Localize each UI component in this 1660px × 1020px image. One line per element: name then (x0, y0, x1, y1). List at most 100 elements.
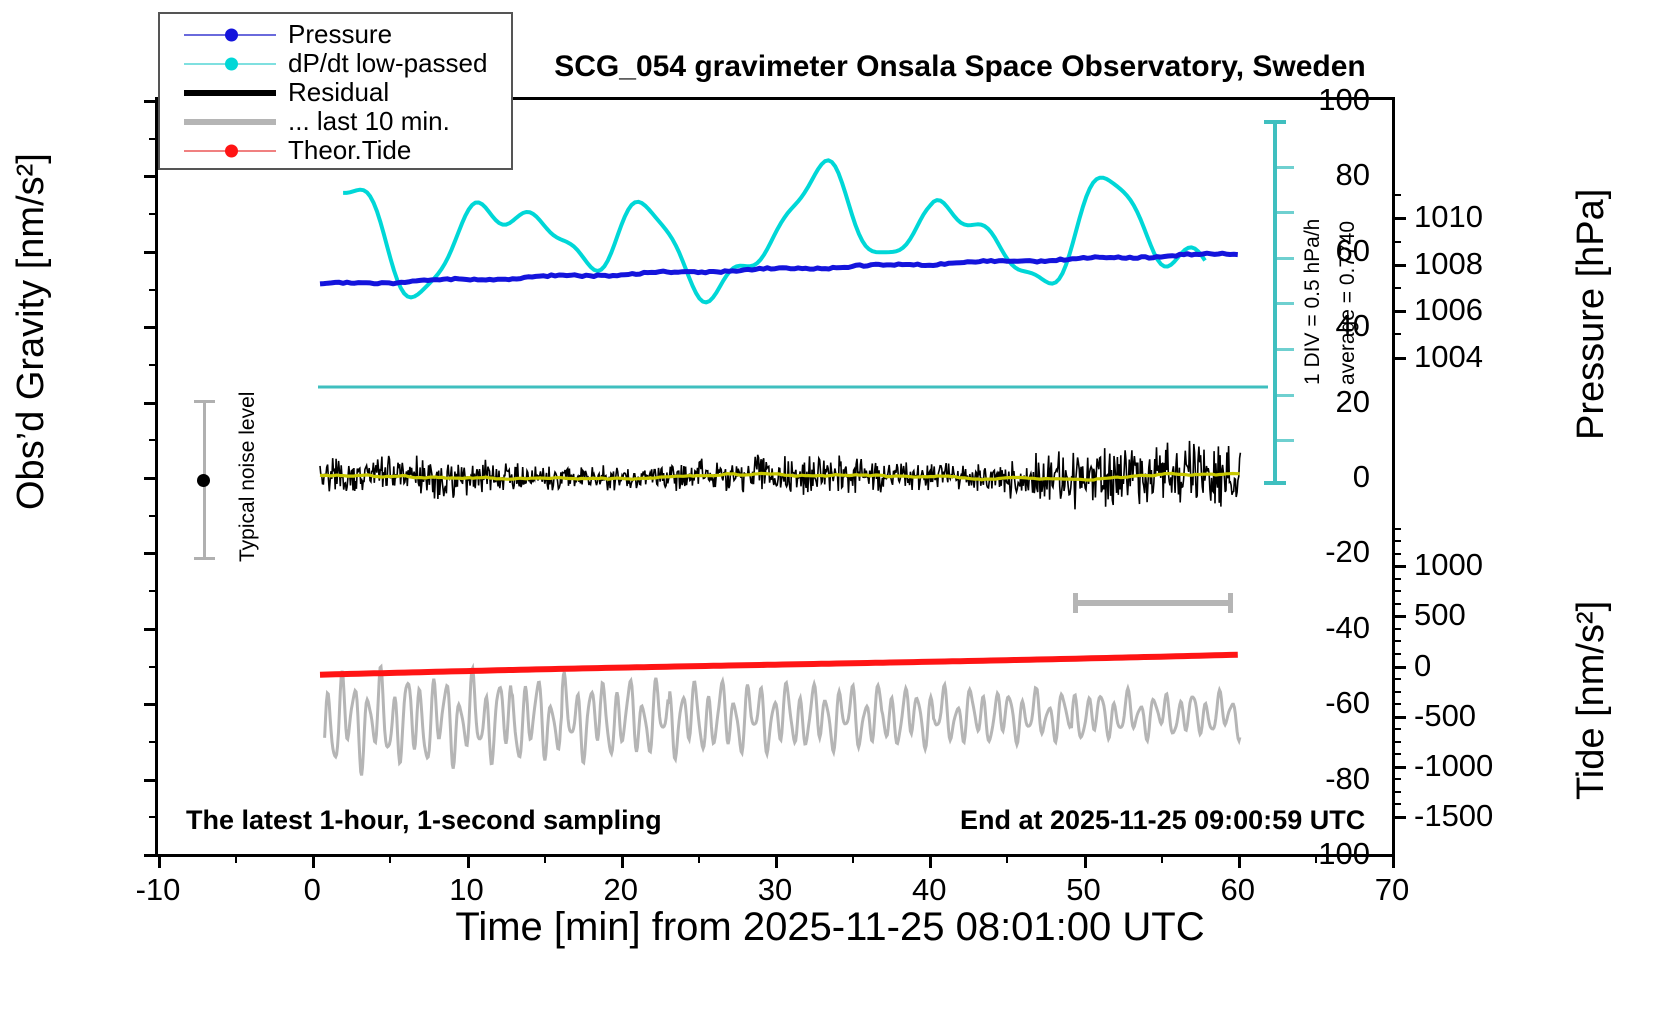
y-tick-label-left: -100 (1307, 836, 1370, 871)
y-tick-left-minor (149, 514, 158, 517)
y-tick-left (144, 401, 158, 405)
y-tick-pressure-minor (1392, 333, 1401, 336)
legend-label-pressure: Pressure (288, 19, 393, 49)
y-tick-tide (1392, 815, 1406, 819)
pressure-scale-tick (1277, 256, 1294, 260)
y-tick-left-minor (149, 816, 158, 819)
legend-swatch-pressure (184, 25, 276, 45)
y-tick-tide-minor (1392, 652, 1401, 655)
noise-cap-top (194, 400, 215, 403)
legend-item-last10[interactable]: ... last 10 min. (160, 106, 511, 136)
y-tick-left-minor (149, 288, 158, 291)
x-axis-label: Time [min] from 2025-11-25 08:01:00 UTC (455, 905, 1205, 949)
y-tick-left-minor (149, 213, 158, 216)
x-tick-label: -10 (135, 872, 181, 907)
y-tick-label-pressure: 1004 (1414, 338, 1483, 374)
x-tick-minor (389, 854, 392, 863)
series-pressure (319, 250, 1238, 287)
y-tick-tide-minor (1392, 778, 1401, 781)
y-tick-label-tide: 1000 (1414, 547, 1483, 583)
y-axis-label-tide: Tide [nm/s²] (1570, 600, 1612, 800)
y-tick-label-left: 0 (1352, 459, 1370, 494)
x-tick-minor (235, 854, 238, 863)
x-tick-minor (1314, 854, 1317, 863)
y-tick-tide-minor (1392, 678, 1401, 681)
y-tick-tide (1392, 715, 1406, 719)
y-tick-tide (1392, 765, 1406, 769)
y-tick-label-pressure: 1010 (1414, 199, 1483, 235)
y-tick-label-tide: -1500 (1414, 797, 1494, 833)
last-10-min-cap-right (1228, 593, 1233, 613)
y-tick-label-left: 20 (1335, 383, 1370, 419)
x-tick (466, 854, 470, 868)
y-tick-pressure-minor (1392, 194, 1401, 197)
y-tick-tide-minor (1392, 703, 1401, 706)
y-tick-left (144, 250, 158, 254)
y-tick-left (144, 100, 158, 103)
last-10-min-cap-left (1073, 593, 1078, 613)
y-tick-label-left: 40 (1335, 308, 1370, 344)
noise-center-dot (197, 474, 210, 487)
series-residual (319, 440, 1242, 510)
legend-item-tide[interactable]: Theor.Tide (160, 135, 511, 165)
y-tick-left (144, 326, 158, 330)
x-tick (312, 854, 316, 868)
y-tick-tide-minor (1392, 602, 1401, 605)
legend-swatch-tide (184, 141, 276, 161)
y-tick-left (144, 552, 158, 556)
y-tick-label-left: -60 (1325, 685, 1370, 721)
series-canvas (318, 158, 1268, 776)
y-tick-tide-minor (1392, 728, 1401, 731)
y-tick-tide-minor (1392, 577, 1401, 580)
y-tick-label-left: -80 (1325, 760, 1370, 796)
y-tick-tide-minor (1392, 740, 1401, 743)
series-dpdt-lowpassed (343, 158, 1207, 305)
x-tick (620, 854, 624, 868)
y-tick-label-left: -40 (1325, 609, 1370, 645)
y-tick-pressure (1392, 356, 1406, 360)
y-tick-label-left: 100 (1318, 82, 1370, 117)
y-tick-tide-minor (1392, 552, 1401, 555)
y-tick-label-pressure: 1006 (1414, 292, 1483, 328)
legend-item-dpdt[interactable]: dP/dt low-passed (160, 48, 511, 78)
y-tick-label-pressure: 1008 (1414, 245, 1483, 281)
y-tick-tide (1392, 565, 1406, 569)
y-tick-pressure-minor (1392, 240, 1401, 243)
x-tick-label: 70 (1374, 872, 1410, 907)
last-10-min-span-bar (1073, 600, 1233, 606)
y-tick-left (144, 703, 158, 707)
scale-average-label: average = 0.7740 (1336, 220, 1359, 385)
x-tick (775, 854, 778, 868)
legend-swatch-last10 (184, 112, 276, 132)
legend-label-residual: Residual (288, 77, 390, 107)
x-tick-label: 20 (603, 872, 638, 907)
y-axis-label-pressure: Pressure [hPa] (1570, 188, 1612, 440)
pressure-scale-tick (1277, 439, 1294, 443)
y-tick-left-minor (149, 363, 158, 366)
y-tick-pressure (1392, 217, 1406, 221)
y-tick-left (144, 854, 158, 857)
legend-item-residual[interactable]: Residual (160, 77, 511, 107)
pressure-scale-tick (1277, 348, 1294, 351)
y-tick-label-left: -20 (1325, 534, 1370, 570)
x-tick-label: 40 (912, 872, 947, 907)
x-tick-label: 0 (303, 872, 321, 907)
x-tick-minor (543, 854, 546, 863)
y-tick-tide-minor (1392, 627, 1401, 630)
y-tick-tide-minor (1392, 790, 1401, 793)
y-tick-tide-minor (1392, 640, 1401, 643)
x-tick (1392, 854, 1395, 868)
y-tick-pressure (1392, 263, 1406, 267)
noise-cap-bottom (194, 557, 215, 560)
y-tick-tide-minor (1392, 540, 1401, 543)
legend-label-dpdt: dP/dt low-passed (288, 48, 488, 78)
x-tick-label: 50 (1066, 872, 1101, 907)
y-tick-tide-minor (1392, 590, 1401, 593)
legend-item-pressure[interactable]: Pressure (160, 19, 511, 49)
y-tick-pressure (1392, 310, 1406, 314)
y-tick-label-tide: -1000 (1414, 747, 1494, 783)
x-tick-label: 30 (757, 872, 793, 907)
legend-swatch-residual (184, 83, 276, 103)
y-tick-left (144, 778, 158, 782)
pressure-scale-cap-top (1264, 120, 1286, 124)
